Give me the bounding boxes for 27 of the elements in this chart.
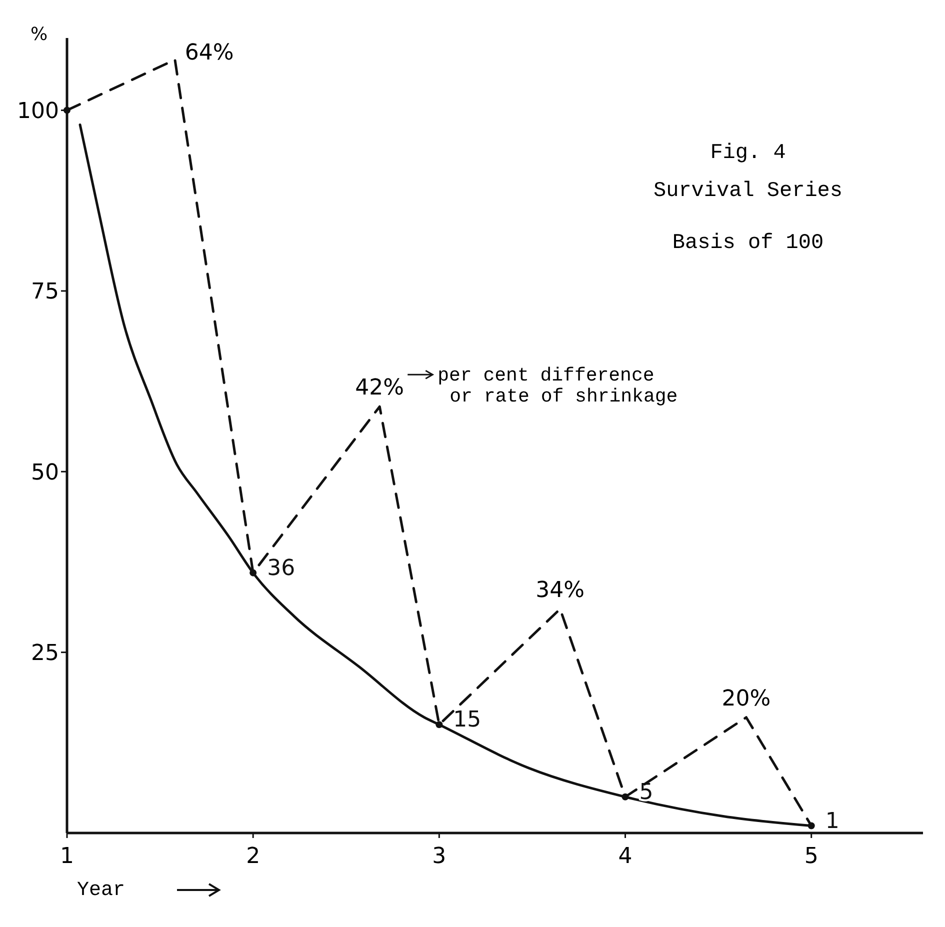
y-tick-label: 25 [31,641,59,666]
annotation: Basis of 100 [672,232,824,255]
annotation: 34% [536,578,585,603]
x-axis-title: Year [77,879,126,902]
text: Fig. 4 [710,142,786,165]
annotation: 64% [184,40,234,66]
point [250,569,257,576]
x-tick-label: 3 [432,844,446,869]
data-label: 36 [267,556,296,581]
y-tick-label: 50 [31,460,59,486]
annotation: per cent difference or rate of shrinkage [438,364,678,408]
y-tick-label: 100 [17,98,59,124]
x-tick-label: 2 [246,844,260,869]
y-tick-label: 75 [31,280,59,305]
x-tick-label: 4 [618,844,632,869]
data-label: 15 [453,708,482,733]
point [622,793,629,800]
x-tick-label: 1 [60,844,74,869]
y-axis-title: % [30,24,48,45]
data-label: 1 [825,808,840,834]
point [808,822,815,830]
text: Survival Series [653,180,843,203]
x-tick-label: 5 [804,844,818,869]
point [436,721,443,728]
annotation: 20% [722,686,771,712]
point [64,106,70,114]
annotation: 42% [355,376,404,401]
